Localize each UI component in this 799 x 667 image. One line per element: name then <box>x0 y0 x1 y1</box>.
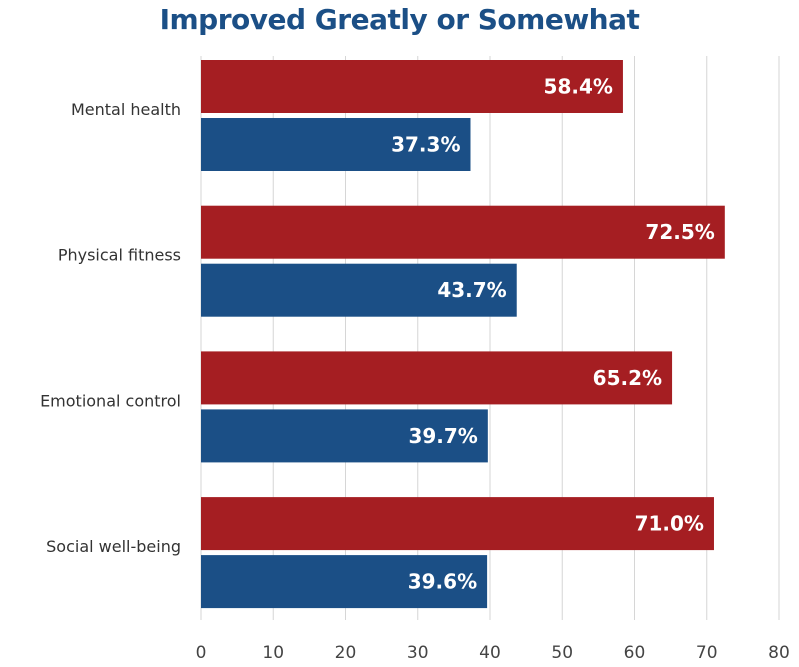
chart-title: Improved Greatly or Somewhat <box>159 3 640 36</box>
bar <box>201 263 517 317</box>
bar <box>201 118 471 171</box>
bar-value-label: 58.4% <box>544 75 613 99</box>
bar-value-label: 72.5% <box>645 220 714 244</box>
category-label: Physical fitness <box>58 246 181 265</box>
bar <box>201 555 488 609</box>
bar <box>201 60 623 113</box>
bar-value-label: 43.7% <box>437 278 506 302</box>
bar-value-label: 65.2% <box>593 366 662 390</box>
bar <box>201 497 714 551</box>
x-tick-label: 50 <box>551 643 573 663</box>
category-label: Social well-being <box>46 537 181 556</box>
x-tick-label: 10 <box>262 643 284 663</box>
x-tick-label: 30 <box>407 643 429 663</box>
x-tick-label: 60 <box>624 643 646 663</box>
bar <box>201 351 673 405</box>
bar-value-label: 71.0% <box>635 512 704 536</box>
bar-value-label: 37.3% <box>391 133 460 157</box>
category-label: Emotional control <box>40 391 181 410</box>
labels: 0 10 20 30 40 50 60 70 80 58.4% 37.3% Mental health… <box>40 75 790 664</box>
x-tick-label: 0 <box>196 643 207 663</box>
x-tick-label: 70 <box>696 643 718 663</box>
x-tick-label: 80 <box>768 643 790 663</box>
bar-value-label: 39.7% <box>408 424 477 448</box>
x-tick-label: 20 <box>335 643 357 663</box>
bar-value-label: 39.6% <box>408 570 477 594</box>
bar <box>201 205 725 259</box>
x-tick-label: 40 <box>479 643 501 663</box>
bar <box>201 409 488 463</box>
category-label: Mental health <box>71 100 181 119</box>
bars <box>201 60 725 609</box>
